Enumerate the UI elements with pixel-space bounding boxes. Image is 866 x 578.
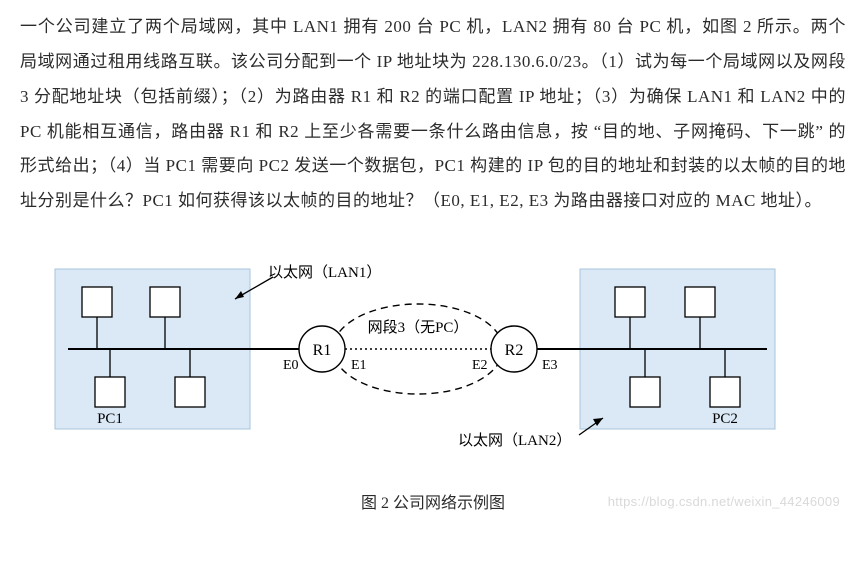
pc-box bbox=[710, 377, 740, 407]
pc-box bbox=[685, 287, 715, 317]
e1-label: E1 bbox=[351, 358, 367, 373]
e0-label: E0 bbox=[283, 358, 299, 373]
pc-box bbox=[175, 377, 205, 407]
pc1-label: PC1 bbox=[97, 411, 123, 427]
pc2-label: PC2 bbox=[712, 411, 738, 427]
pc-box bbox=[95, 377, 125, 407]
r1-label: R1 bbox=[313, 342, 332, 359]
pc-box bbox=[630, 377, 660, 407]
e2-label: E2 bbox=[472, 358, 488, 373]
watermark: https://blog.csdn.net/weixin_44246009 bbox=[608, 494, 840, 509]
seg3-label: 网段3（无PC） bbox=[368, 319, 469, 336]
pc-box bbox=[82, 287, 112, 317]
pc-box bbox=[150, 287, 180, 317]
lan2-label: 以太网（LAN2） bbox=[458, 432, 571, 449]
lan1-label: 以太网（LAN1） bbox=[268, 264, 381, 281]
segment3-ellipse bbox=[333, 304, 503, 394]
r2-label: R2 bbox=[505, 342, 524, 359]
e3-label: E3 bbox=[542, 358, 558, 373]
pc-box bbox=[615, 287, 645, 317]
problem-text: 一个公司建立了两个局域网，其中 LAN1 拥有 200 台 PC 机，LAN2 … bbox=[20, 10, 846, 219]
figure-2: PC1 PC2 R1 R2 bbox=[20, 237, 846, 487]
